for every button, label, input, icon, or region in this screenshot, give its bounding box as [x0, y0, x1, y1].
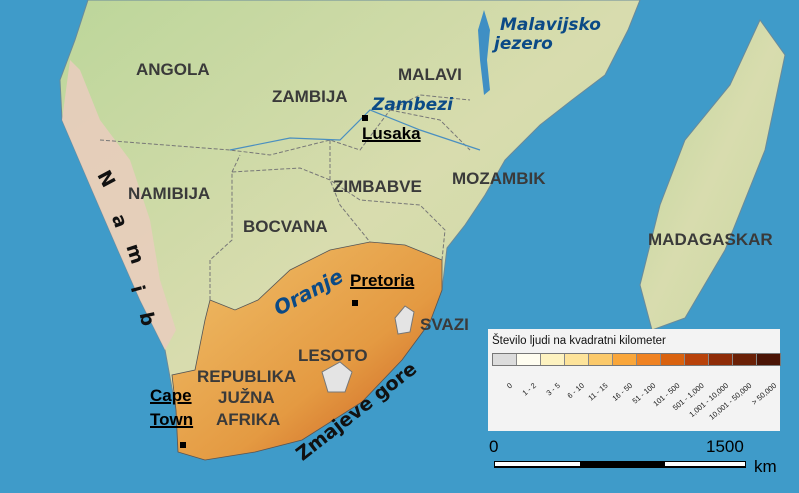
borders: [99, 94, 471, 300]
label-afrika: AFRIKA: [216, 410, 281, 429]
cape-town-marker: [180, 442, 186, 448]
label-botswana: BOCVANA: [243, 217, 328, 236]
scale-unit: km: [754, 457, 777, 476]
lesotho: [321, 361, 353, 393]
legend-swatch: [637, 354, 661, 365]
legend-class-label: 3 - 5: [544, 381, 562, 398]
label-angola: ANGOLA: [136, 60, 210, 79]
label-malawi: MALAVI: [398, 65, 462, 84]
label-swaziland: SVAZI: [420, 315, 469, 334]
lake-malawi: [478, 10, 490, 95]
legend-swatch: [685, 354, 709, 365]
lusaka-marker: [362, 115, 368, 121]
city-cape-town-line1[interactable]: Cape: [150, 386, 192, 405]
south-africa-region: [171, 241, 443, 461]
label-namibia: NAMIBIJA: [128, 184, 211, 203]
label-lake-malawi: Malavijsko jezero: [494, 15, 601, 53]
label-zambia: ZAMBIJA: [272, 87, 348, 106]
lake-malawi-line2: jezero: [494, 33, 553, 54]
pretoria-marker: [352, 300, 358, 306]
city-pretoria[interactable]: Pretoria: [350, 271, 415, 290]
legend-swatch: [733, 354, 757, 365]
legend-swatch: [589, 354, 613, 365]
legend-class-label: 1 - 2: [520, 381, 538, 398]
swaziland: [394, 305, 415, 335]
city-cape-town-line2[interactable]: Town: [150, 410, 194, 429]
legend-class-label: 10,001 - 50,000: [707, 381, 754, 422]
scale-start: 0: [489, 437, 499, 456]
legend-swatch: [709, 354, 733, 365]
city-lusaka[interactable]: Lusaka: [362, 124, 421, 143]
label-zambezi: Zambezi: [372, 95, 453, 115]
legend-swatch: [661, 354, 685, 365]
legend-class-label: > 50,000: [749, 381, 778, 407]
label-republika: REPUBLIKA: [197, 367, 297, 386]
zambezi-river: [229, 109, 481, 151]
scale-end: 1500: [706, 437, 744, 456]
legend-swatch: [541, 354, 565, 365]
scale-bar: [494, 461, 746, 468]
label-juzna: JUŽNA: [218, 388, 275, 407]
legend-class-label: 6 - 10: [565, 381, 586, 401]
legend-swatch: [613, 354, 637, 365]
namib-desert: [62, 60, 176, 350]
lake-malawi-line1: Malavijsko: [500, 15, 601, 35]
legend-swatch: [517, 354, 541, 365]
legend-colorbar: [492, 353, 781, 366]
label-lesotho: LESOTO: [298, 346, 368, 365]
legend-swatch: [565, 354, 589, 365]
legend-swatch: [493, 354, 517, 365]
legend-swatch: [757, 354, 780, 365]
legend-class-label: 0: [504, 381, 514, 391]
legend: Število ljudi na kvadratni kilometer 0 1 …: [488, 329, 781, 431]
label-madagascar: MADAGASKAR: [648, 230, 773, 249]
label-mozambique: MOZAMBIK: [452, 169, 546, 188]
madagascar: [639, 19, 786, 331]
legend-title: Število ljudi na kvadratni kilometer: [492, 335, 666, 347]
legend-class-label: 11 - 15: [586, 381, 610, 403]
label-zimbabwe: ZIMBABVE: [333, 177, 422, 196]
